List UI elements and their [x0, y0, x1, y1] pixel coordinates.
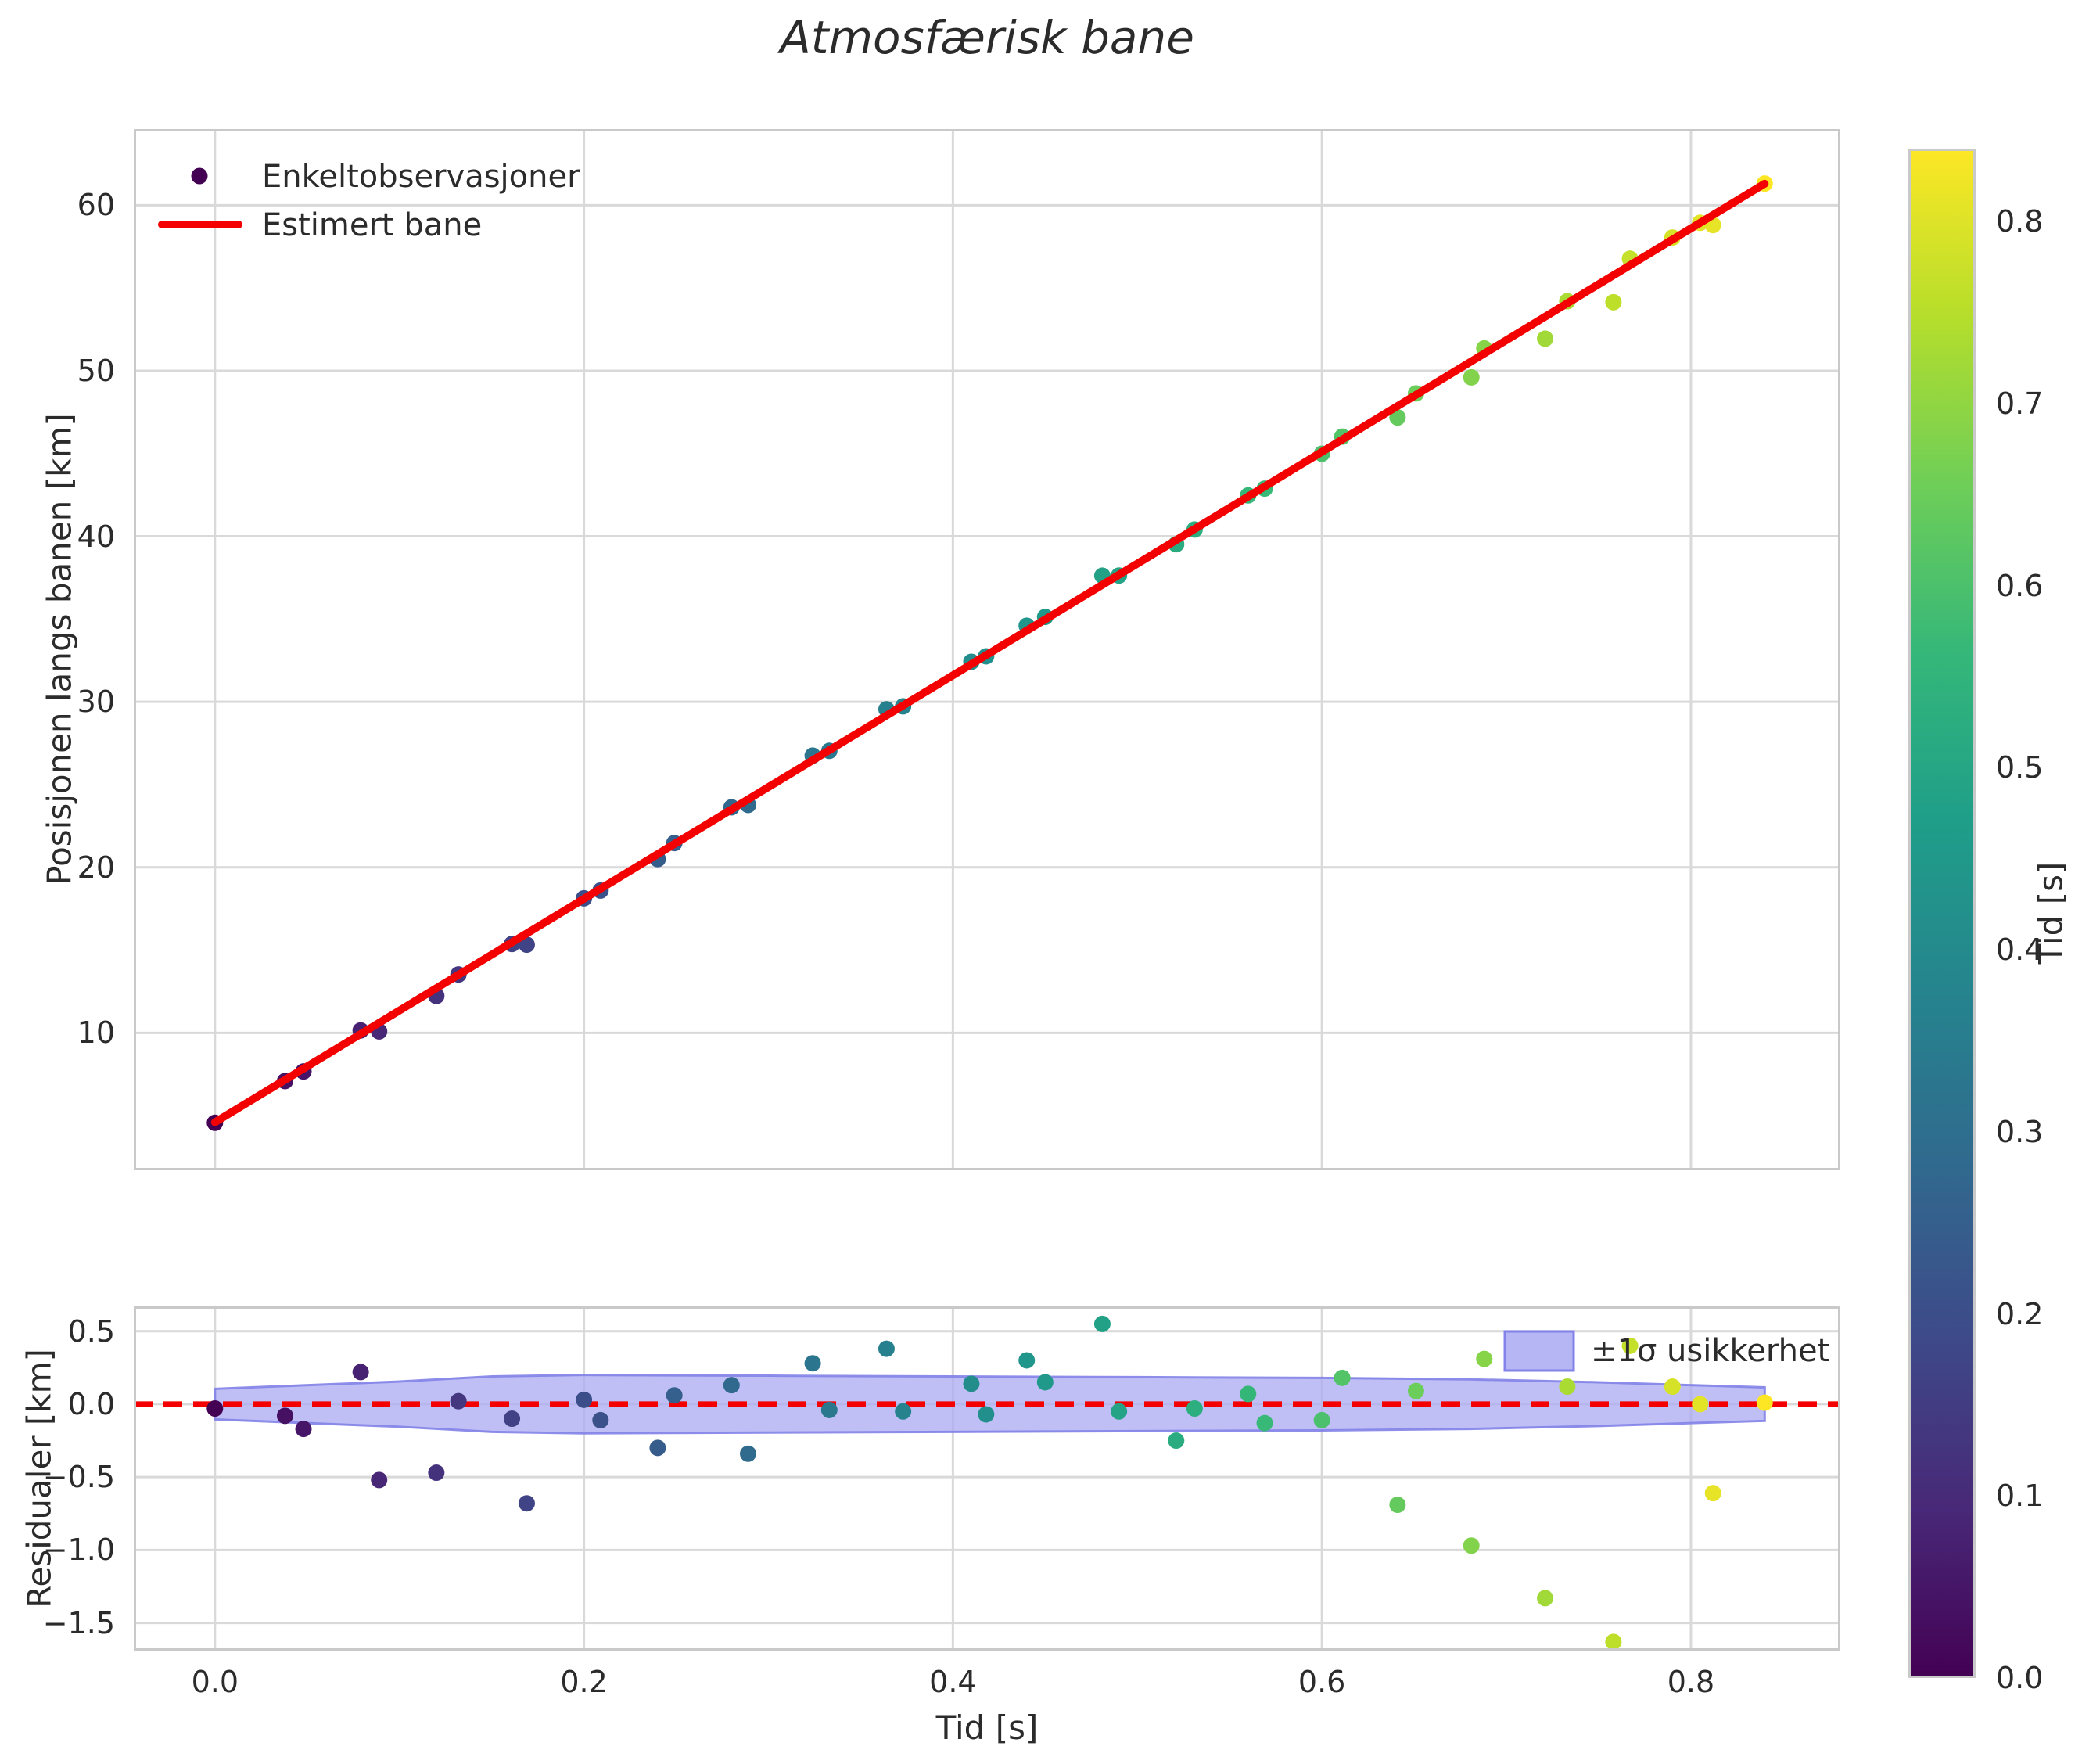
main-y-tick-label: 50	[77, 353, 115, 388]
residual-y-tick-label: 0.0	[67, 1386, 115, 1421]
residual-plot	[134, 1306, 1840, 1651]
residual-y-tick-label: −1.5	[42, 1605, 115, 1640]
x-tick-label: 0.8	[1667, 1665, 1715, 1699]
residual-y-tick-label: 0.5	[67, 1313, 115, 1349]
colorbar-tick-label: 0.2	[1996, 1296, 2044, 1331]
main-y-tick-label: 20	[77, 850, 115, 885]
colorbar-tick-label: 0.3	[1996, 1114, 2044, 1149]
x-tick-label: 0.6	[1298, 1665, 1346, 1699]
legend-label-observations: Enkeltobservasjoner	[262, 159, 580, 195]
colorbar-tick-label: 0.8	[1996, 204, 2044, 239]
main-y-tick-label: 60	[77, 188, 115, 223]
colorbar-tick-label: 0.4	[1996, 932, 2044, 968]
colorbar-tick-label: 0.6	[1996, 568, 2044, 603]
main-y-tick-label: 10	[77, 1015, 115, 1051]
legend-label-fit: Estimert bane	[262, 207, 483, 243]
main-y-tick-label: 30	[77, 684, 115, 720]
x-tick-label: 0.2	[560, 1665, 608, 1699]
main-legend-markers	[158, 167, 242, 228]
legend-scatter-marker	[191, 167, 208, 185]
colorbar-tick-label: 0.5	[1996, 750, 2044, 785]
main-y-axis-label: Posisjonen langs banen [km]	[40, 413, 79, 886]
residual-legend-marker	[1503, 1330, 1575, 1372]
main-y-tick-label: 40	[77, 519, 115, 554]
x-tick-label: 0.0	[191, 1665, 239, 1699]
x-axis-label: Tid [s]	[935, 1708, 1039, 1747]
colorbar	[1908, 149, 1976, 1678]
colorbar-tick-label: 0.0	[1996, 1661, 2044, 1695]
residual-y-tick-label: −1.0	[42, 1532, 115, 1568]
colorbar-tick-label: 0.1	[1996, 1479, 2044, 1514]
legend-label-band: ±1σ usikkerhet	[1591, 1333, 1830, 1369]
x-tick-label: 0.4	[929, 1665, 977, 1699]
residual-y-tick-label: −0.5	[42, 1460, 115, 1495]
colorbar-tick-label: 0.7	[1996, 386, 2044, 421]
main-plot	[134, 129, 1840, 1170]
chart-title: Atmosfærisk bane	[780, 11, 1194, 64]
